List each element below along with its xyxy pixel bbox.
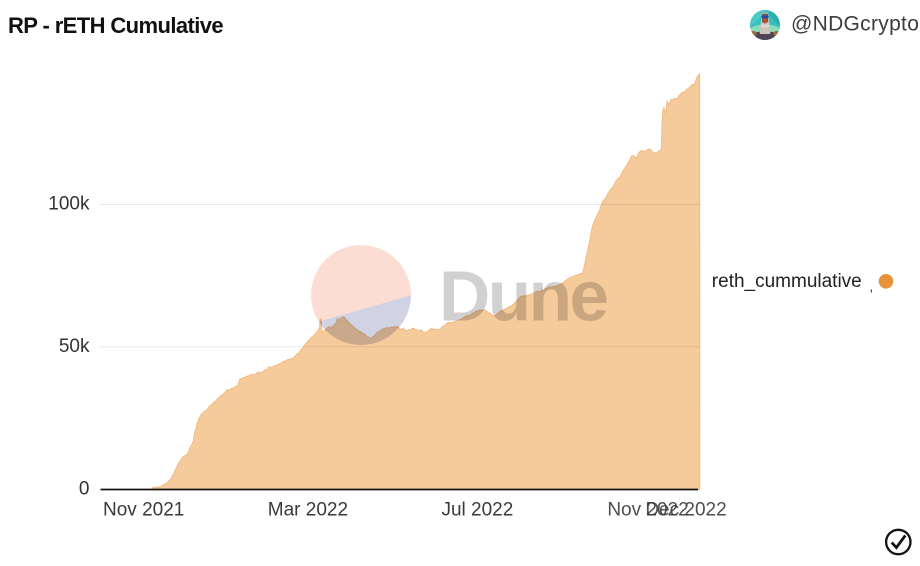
svg-text:@NDGcrypto: @NDGcrypto <box>791 13 919 36</box>
svg-text:Nov 2021: Nov 2021 <box>103 500 184 521</box>
svg-text:reth_cummulative: reth_cummulative <box>712 271 862 292</box>
svg-text:Jul 2022: Jul 2022 <box>441 500 513 521</box>
svg-text:Dec 2022: Dec 2022 <box>645 500 726 521</box>
svg-text:0: 0 <box>79 479 90 500</box>
svg-text:100k: 100k <box>48 194 90 215</box>
svg-text:50k: 50k <box>59 336 90 357</box>
svg-text:,: , <box>870 279 874 294</box>
svg-text:RP - rETH Cumulative: RP - rETH Cumulative <box>8 13 223 38</box>
svg-text:Mar 2022: Mar 2022 <box>268 500 348 521</box>
svg-text:Nov 2022: Nov 2022 <box>607 500 688 521</box>
